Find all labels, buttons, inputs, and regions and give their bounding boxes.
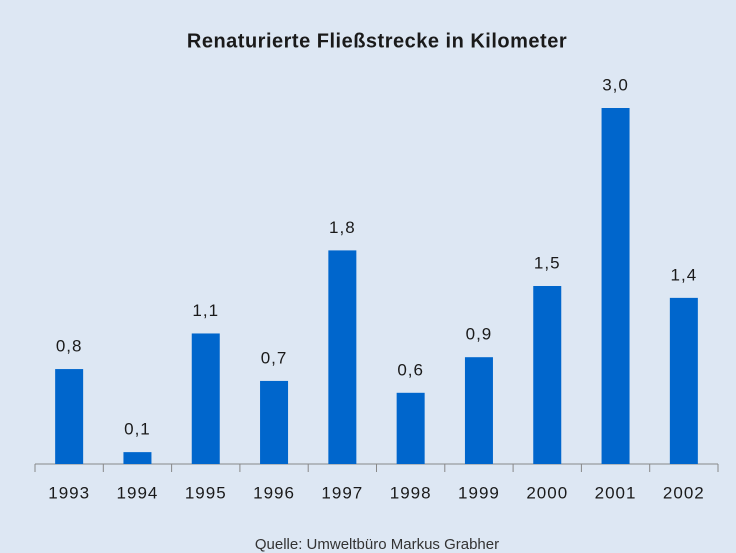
x-tick-label: 1996	[253, 483, 295, 502]
value-label: 0,6	[397, 360, 424, 379]
bar	[396, 392, 425, 464]
bar	[328, 250, 357, 464]
bar	[533, 286, 562, 464]
value-label: 1,4	[671, 265, 698, 284]
x-tick-label: 1998	[390, 483, 432, 502]
bar	[669, 297, 698, 464]
x-tick-label: 1994	[117, 483, 159, 502]
value-label: 1,8	[329, 218, 356, 237]
x-tick-label: 1995	[185, 483, 227, 502]
bar	[601, 108, 630, 464]
value-label: 3,0	[602, 75, 629, 94]
value-label: 0,7	[261, 348, 288, 367]
x-tick-label: 2000	[526, 483, 568, 502]
value-label: 0,9	[466, 325, 493, 344]
x-tick-label: 2002	[663, 483, 705, 502]
source: Quelle: Umweltbüro Markus Grabher	[255, 536, 499, 553]
bar	[123, 452, 152, 464]
chart-title: Renaturierte Fließstrecke in Kilometer	[187, 30, 567, 52]
x-tick-label: 1999	[458, 483, 500, 502]
value-label: 0,1	[124, 420, 151, 439]
bar	[55, 369, 84, 464]
value-label: 1,5	[534, 253, 561, 272]
bar	[464, 357, 493, 464]
value-label: 1,1	[192, 301, 219, 320]
x-tick-label: 1993	[48, 483, 90, 502]
x-tick-label: 1997	[321, 483, 363, 502]
x-tick-label: 2001	[595, 483, 637, 502]
bar	[191, 333, 220, 464]
bar	[260, 380, 289, 464]
value-label: 0,8	[56, 337, 83, 356]
